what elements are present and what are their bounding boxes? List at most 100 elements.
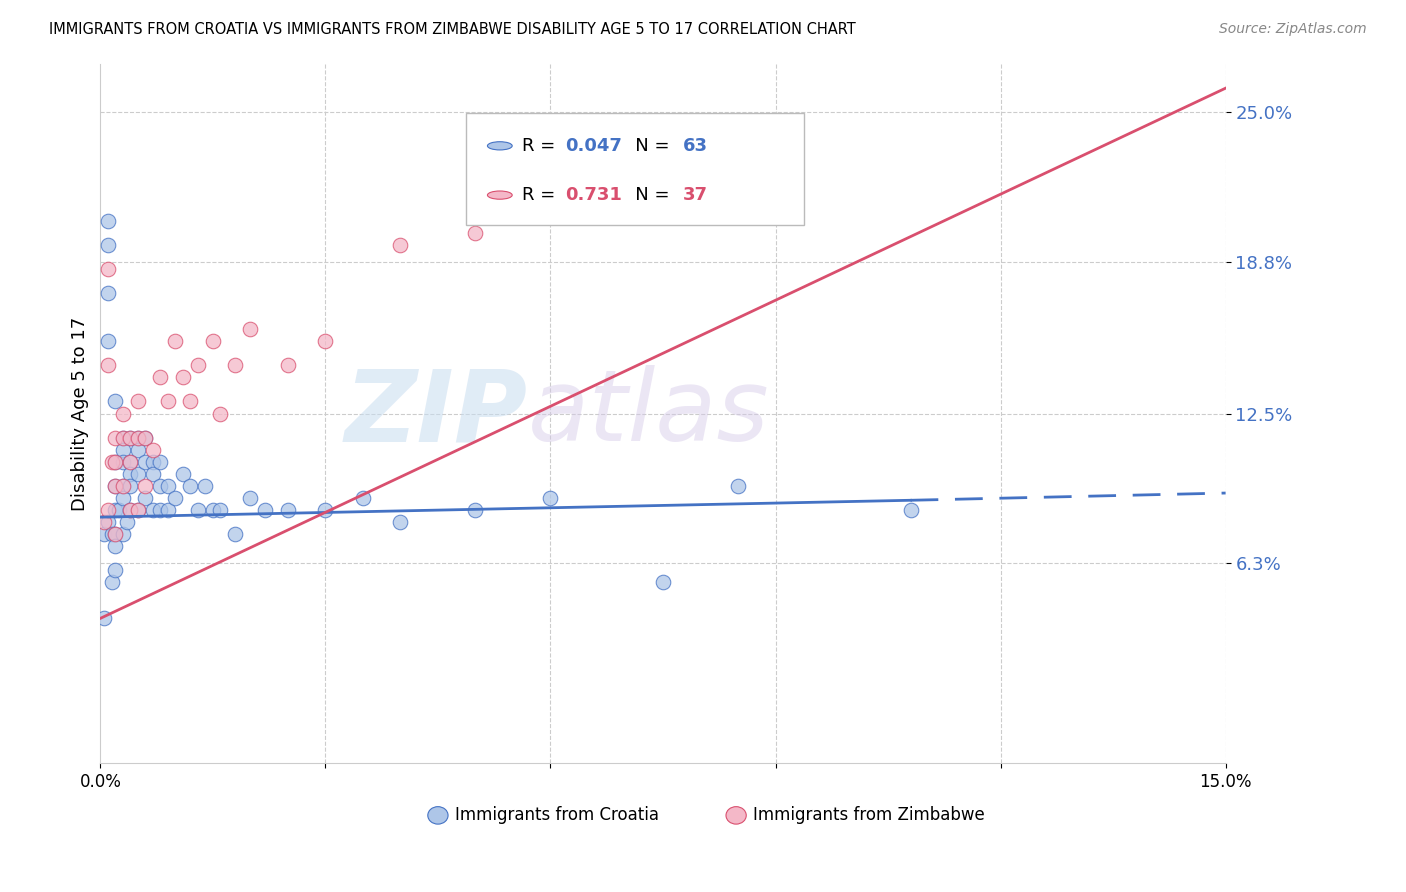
Text: IMMIGRANTS FROM CROATIA VS IMMIGRANTS FROM ZIMBABWE DISABILITY AGE 5 TO 17 CORRE: IMMIGRANTS FROM CROATIA VS IMMIGRANTS FR…: [49, 22, 856, 37]
Text: R =: R =: [522, 186, 561, 204]
Point: [172, 467, 194, 481]
Point: [352, 491, 374, 505]
Point: [172, 370, 194, 384]
Point: [100, 575, 122, 590]
Ellipse shape: [427, 806, 449, 824]
Point: [224, 359, 246, 373]
Point: [194, 479, 217, 493]
Text: 37: 37: [683, 186, 709, 204]
Point: [111, 455, 134, 469]
Point: [149, 503, 172, 517]
Point: [540, 491, 562, 505]
Point: [93, 527, 115, 541]
Point: [104, 479, 127, 493]
Point: [120, 467, 142, 481]
Point: [120, 431, 142, 445]
Point: [127, 503, 149, 517]
Point: [97, 359, 120, 373]
Point: [108, 503, 131, 517]
Point: [179, 394, 201, 409]
Point: [239, 491, 262, 505]
Point: [104, 539, 127, 553]
Point: [111, 431, 134, 445]
Point: [127, 431, 149, 445]
Text: N =: N =: [619, 186, 675, 204]
Point: [576, 189, 599, 203]
Point: [104, 431, 127, 445]
Text: atlas: atlas: [527, 365, 769, 462]
Point: [120, 455, 142, 469]
Point: [134, 431, 156, 445]
Point: [165, 334, 187, 349]
Point: [120, 503, 142, 517]
Point: [224, 527, 246, 541]
Point: [314, 334, 336, 349]
Point: [134, 491, 156, 505]
Text: 0.047: 0.047: [565, 136, 621, 155]
Ellipse shape: [488, 142, 512, 150]
Point: [111, 442, 134, 457]
Point: [165, 491, 187, 505]
Point: [93, 611, 115, 625]
Point: [127, 394, 149, 409]
Point: [104, 527, 127, 541]
Text: ZIP: ZIP: [344, 365, 527, 462]
Text: N =: N =: [619, 136, 675, 155]
Point: [127, 467, 149, 481]
Text: 0.731: 0.731: [565, 186, 621, 204]
Point: [156, 503, 179, 517]
Point: [149, 479, 172, 493]
Point: [104, 527, 127, 541]
Text: R =: R =: [522, 136, 561, 155]
Text: Immigrants from Croatia: Immigrants from Croatia: [454, 806, 659, 824]
Point: [104, 503, 127, 517]
Point: [389, 237, 412, 252]
Point: [111, 491, 134, 505]
Point: [277, 359, 299, 373]
Point: [187, 359, 209, 373]
Point: [97, 334, 120, 349]
Point: [156, 394, 179, 409]
Point: [104, 479, 127, 493]
Point: [111, 479, 134, 493]
Point: [187, 503, 209, 517]
Point: [134, 455, 156, 469]
Point: [765, 178, 787, 192]
Point: [120, 431, 142, 445]
Point: [97, 213, 120, 227]
Point: [149, 455, 172, 469]
Point: [120, 455, 142, 469]
Point: [111, 527, 134, 541]
Point: [97, 237, 120, 252]
Point: [127, 431, 149, 445]
Point: [900, 503, 922, 517]
Point: [120, 503, 142, 517]
Point: [201, 334, 224, 349]
Y-axis label: Disability Age 5 to 17: Disability Age 5 to 17: [72, 317, 89, 510]
Point: [104, 455, 127, 469]
Point: [104, 394, 127, 409]
Point: [464, 503, 486, 517]
Point: [239, 322, 262, 336]
Point: [156, 479, 179, 493]
Point: [97, 285, 120, 300]
Point: [652, 575, 675, 590]
Point: [127, 442, 149, 457]
Point: [120, 479, 142, 493]
Point: [464, 226, 486, 240]
Point: [314, 503, 336, 517]
Point: [97, 503, 120, 517]
Point: [127, 503, 149, 517]
Ellipse shape: [725, 806, 747, 824]
Ellipse shape: [488, 191, 512, 199]
Point: [100, 455, 122, 469]
Point: [209, 407, 232, 421]
Point: [97, 515, 120, 529]
Point: [389, 515, 412, 529]
Point: [142, 467, 165, 481]
FancyBboxPatch shape: [465, 113, 804, 225]
Point: [201, 503, 224, 517]
Point: [149, 370, 172, 384]
Point: [254, 503, 277, 517]
Point: [134, 431, 156, 445]
